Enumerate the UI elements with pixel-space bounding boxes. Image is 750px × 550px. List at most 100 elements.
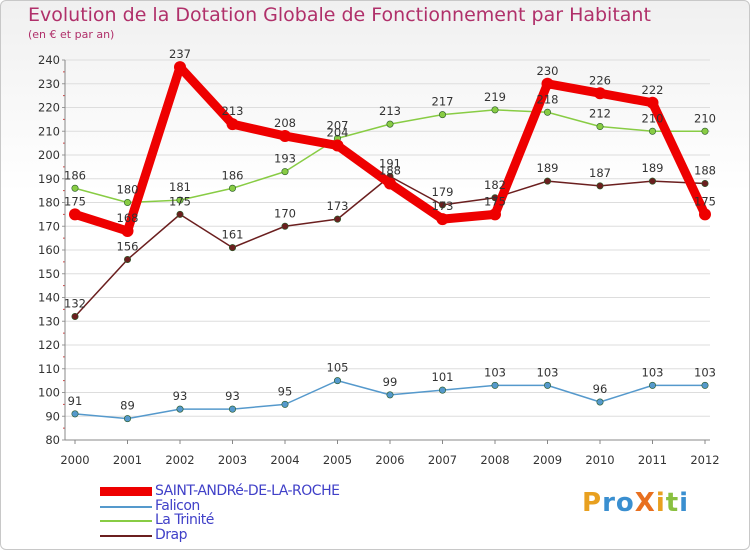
data-point <box>71 410 79 418</box>
data-label: 186 <box>222 168 244 182</box>
data-label: 189 <box>537 161 559 175</box>
data-point <box>386 120 394 128</box>
data-point <box>333 215 341 223</box>
data-point <box>648 127 656 135</box>
data-label: 170 <box>274 206 296 220</box>
data-label: 179 <box>432 185 454 199</box>
data-label: 217 <box>432 95 454 109</box>
data-point <box>176 210 184 218</box>
proxiti-logo: ProXiti <box>582 488 689 518</box>
data-label: 93 <box>173 389 188 403</box>
data-label: 132 <box>64 297 86 311</box>
data-point <box>229 405 237 413</box>
data-label: 222 <box>642 83 664 97</box>
x-tick-label: 2005 <box>323 453 352 467</box>
data-label: 181 <box>169 180 191 194</box>
data-point <box>489 208 501 221</box>
y-tick-label: 110 <box>38 362 60 376</box>
logo-letter: r <box>602 488 616 518</box>
data-label: 89 <box>120 399 135 413</box>
x-tick-label: 2003 <box>218 453 247 467</box>
data-label: 175 <box>169 194 191 208</box>
data-point <box>701 127 709 135</box>
data-label: 230 <box>537 64 559 78</box>
chart-title: Evolution de la Dotation Globale de Fonc… <box>28 4 651 26</box>
data-label: 188 <box>379 164 401 178</box>
legend-swatch-saint-andre <box>100 487 152 496</box>
data-point <box>281 222 289 230</box>
data-label: 188 <box>694 164 716 178</box>
y-tick-label: 200 <box>38 148 60 162</box>
data-label: 173 <box>432 199 454 213</box>
data-point <box>596 123 604 131</box>
data-point <box>69 208 81 221</box>
logo-letter: X <box>634 488 656 518</box>
data-label: 96 <box>593 382 608 396</box>
data-label: 237 <box>169 47 191 61</box>
data-point <box>648 177 656 185</box>
data-labels: 175 168 237 213 208 204 188 173 175 230 226 222 175 9… <box>64 47 716 413</box>
data-label: 91 <box>68 394 83 408</box>
data-point <box>386 391 394 399</box>
chart-subtitle: (en € et par an) <box>28 28 115 41</box>
data-point <box>121 225 134 237</box>
data-point <box>438 386 446 394</box>
x-tick-label: 2000 <box>60 453 89 467</box>
data-label: 219 <box>484 90 506 104</box>
data-label: 95 <box>278 384 293 398</box>
data-label: 168 <box>117 211 139 225</box>
data-label: 226 <box>589 73 611 87</box>
data-label: 204 <box>327 126 349 140</box>
y-tick-label: 210 <box>38 124 60 138</box>
y-tick-label: 170 <box>38 219 60 233</box>
x-tick-label: 2004 <box>270 453 299 467</box>
data-label: 213 <box>222 104 244 118</box>
y-tick-label: 120 <box>38 338 60 352</box>
data-label: 180 <box>117 183 139 197</box>
data-point <box>279 130 291 142</box>
data-label: 182 <box>484 178 506 192</box>
x-tick-label: 2012 <box>690 453 719 467</box>
y-tick-label: 220 <box>38 101 60 115</box>
y-tick-label: 240 <box>38 53 60 67</box>
data-point <box>281 400 289 408</box>
data-point <box>124 415 132 423</box>
legend-label-falicon: Falicon <box>155 497 200 514</box>
data-point <box>543 381 551 389</box>
x-tick-label: 2010 <box>585 453 614 467</box>
axes: 8090100110120130140150160170180190200210… <box>38 53 720 467</box>
data-label: 103 <box>642 365 664 379</box>
data-label: 103 <box>484 365 506 379</box>
data-label: 213 <box>379 104 401 118</box>
data-point <box>596 182 604 190</box>
x-tick-label: 2006 <box>375 453 404 467</box>
data-point <box>174 61 186 74</box>
data-point <box>648 381 656 389</box>
data-point <box>491 381 499 389</box>
x-tick-label: 2007 <box>428 453 457 467</box>
data-point <box>436 213 449 226</box>
series-lines <box>69 61 711 423</box>
data-point <box>124 199 132 207</box>
data-point <box>226 118 239 131</box>
data-point <box>331 139 344 152</box>
x-tick-label: 2008 <box>480 453 509 467</box>
data-label: 105 <box>327 361 349 375</box>
logo-letter: P <box>582 488 603 518</box>
y-tick-label: 150 <box>38 267 60 281</box>
y-tick-label: 130 <box>38 314 60 328</box>
data-label: 175 <box>484 194 506 208</box>
data-label: 189 <box>642 161 664 175</box>
logo-letter: t <box>665 488 680 518</box>
data-point <box>333 377 341 385</box>
data-point <box>176 196 184 204</box>
y-tick-label: 90 <box>45 409 60 423</box>
data-point <box>176 405 184 413</box>
y-tick-label: 190 <box>38 172 60 186</box>
legend-label-la-trinite: La Trinité <box>155 512 214 528</box>
data-label: 193 <box>274 152 296 166</box>
data-point <box>543 108 551 116</box>
data-point <box>438 111 446 119</box>
data-label: 175 <box>64 194 86 208</box>
